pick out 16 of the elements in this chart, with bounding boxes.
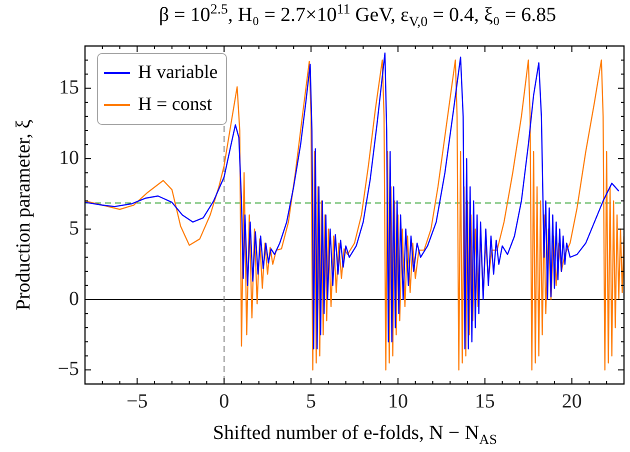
x-tick-label: 20	[562, 390, 582, 412]
y-axis-title: Production parameter, ξ	[12, 120, 36, 310]
y-tick-label: 0	[69, 288, 79, 310]
x-tick-label: 10	[388, 390, 408, 412]
x-tick-label: 5	[306, 390, 316, 412]
y-tick-label: 15	[59, 76, 79, 98]
x-tick-label: 15	[474, 390, 495, 412]
x-axis-title: Shifted number of e-folds, N − N$_{AS}$	[212, 422, 498, 448]
chart-title: β = 10$^{2.5}$, H₀ = 2.7×10$^{11}$ GeV, ε$_{V,0}$ = 0.4, ξ₀ = 6.85	[158, 1, 558, 30]
legend-label: H = const	[138, 94, 212, 116]
y-tick-label: −5	[58, 358, 79, 380]
y-tick-label: 10	[59, 146, 79, 169]
x-tick-label: −5	[126, 390, 148, 412]
legend-label: H variable	[138, 62, 218, 84]
y-tick-label: 5	[69, 217, 79, 240]
x-tick-label: 0	[219, 390, 230, 412]
